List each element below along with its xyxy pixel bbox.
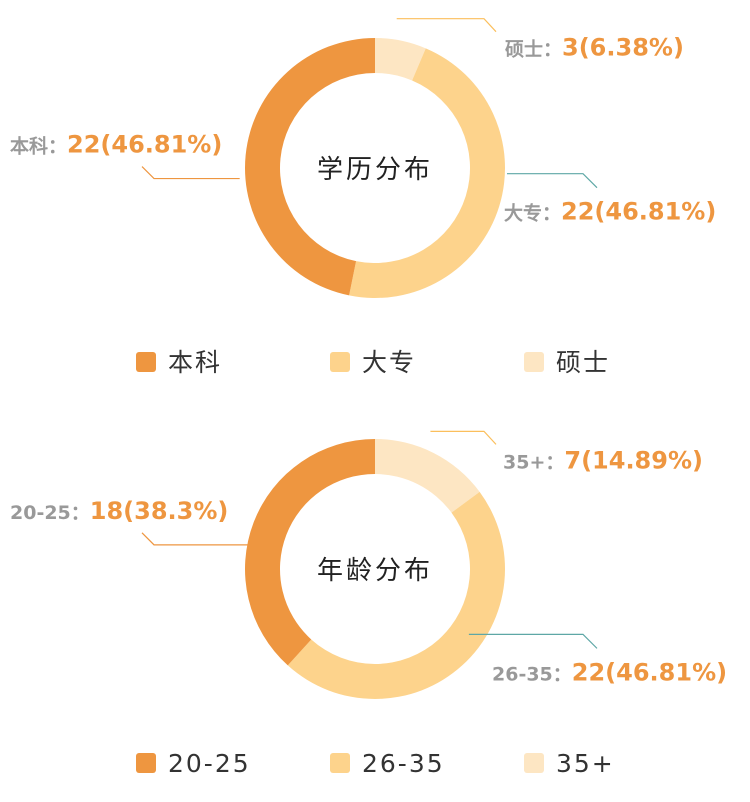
slice-label-value: 22(46.81%) <box>572 658 727 686</box>
slice-label-value: 22(46.81%) <box>561 198 716 226</box>
slice-label-0: 20-25：18(38.3%) <box>10 497 228 525</box>
leader-line-1 <box>468 633 598 649</box>
age-donut-chart: 年龄分布 20-25：18(38.3%) 26-35：22(46.81%) 35+：7… <box>10 430 727 778</box>
legend-swatch-1 <box>330 753 350 773</box>
slice-label-category: 本科： <box>10 135 67 158</box>
legend-label-1: 26-35 <box>362 749 445 778</box>
donut-slice-1 <box>349 48 506 298</box>
legend-label-1: 大专 <box>362 348 416 377</box>
slice-label-category: 20-25： <box>10 502 90 524</box>
slice-label-2: 硕士：3(6.38%) <box>505 34 684 62</box>
slice-label-category: 硕士： <box>505 39 562 61</box>
slice-label-2: 35+：7(14.89%) <box>503 446 703 474</box>
slice-label-1: 26-35：22(46.81%) <box>492 658 727 686</box>
slice-label-value: 18(38.3%) <box>90 497 229 525</box>
donut-slice-2 <box>375 38 426 81</box>
donut-slice-2 <box>375 439 480 513</box>
leader-line-0 <box>141 532 248 546</box>
legend-swatch-0 <box>136 753 156 773</box>
slice-label-0: 本科：22(46.81%) <box>10 131 222 159</box>
leader-line-0 <box>141 166 240 180</box>
legend-label-0: 20-25 <box>168 749 251 778</box>
donut-slice-0 <box>245 439 375 666</box>
legend-swatch-2 <box>524 753 544 773</box>
legend-label-2: 35+ <box>556 749 615 778</box>
legend-label-2: 硕士 <box>556 348 610 377</box>
slice-label-value: 7(14.89%) <box>564 446 703 474</box>
chart-center-title: 学历分布 <box>317 155 433 185</box>
chart-center-title: 年龄分布 <box>317 556 433 586</box>
slice-label-category: 26-35： <box>492 663 572 685</box>
slice-label-value: 3(6.38%) <box>562 34 684 62</box>
leader-line-2 <box>430 430 497 445</box>
legend-label-0: 本科 <box>168 348 222 377</box>
slice-label-category: 35+： <box>503 451 564 473</box>
leader-line-1 <box>506 173 598 189</box>
donut-slice-1 <box>287 491 506 700</box>
slice-label-1: 大专：22(46.81%) <box>504 198 716 226</box>
legend-swatch-2 <box>524 352 544 372</box>
donut-slice-0 <box>245 37 375 296</box>
slice-label-category: 大专： <box>504 202 561 225</box>
leader-line-2 <box>396 18 497 33</box>
slice-label-value: 22(46.81%) <box>67 131 222 159</box>
legend-swatch-1 <box>330 352 350 372</box>
education-donut-chart: 学历分布本科：22(46.81%)大专：22(46.81%)硕士：3(6.38%… <box>10 18 716 377</box>
legend-swatch-0 <box>136 352 156 372</box>
